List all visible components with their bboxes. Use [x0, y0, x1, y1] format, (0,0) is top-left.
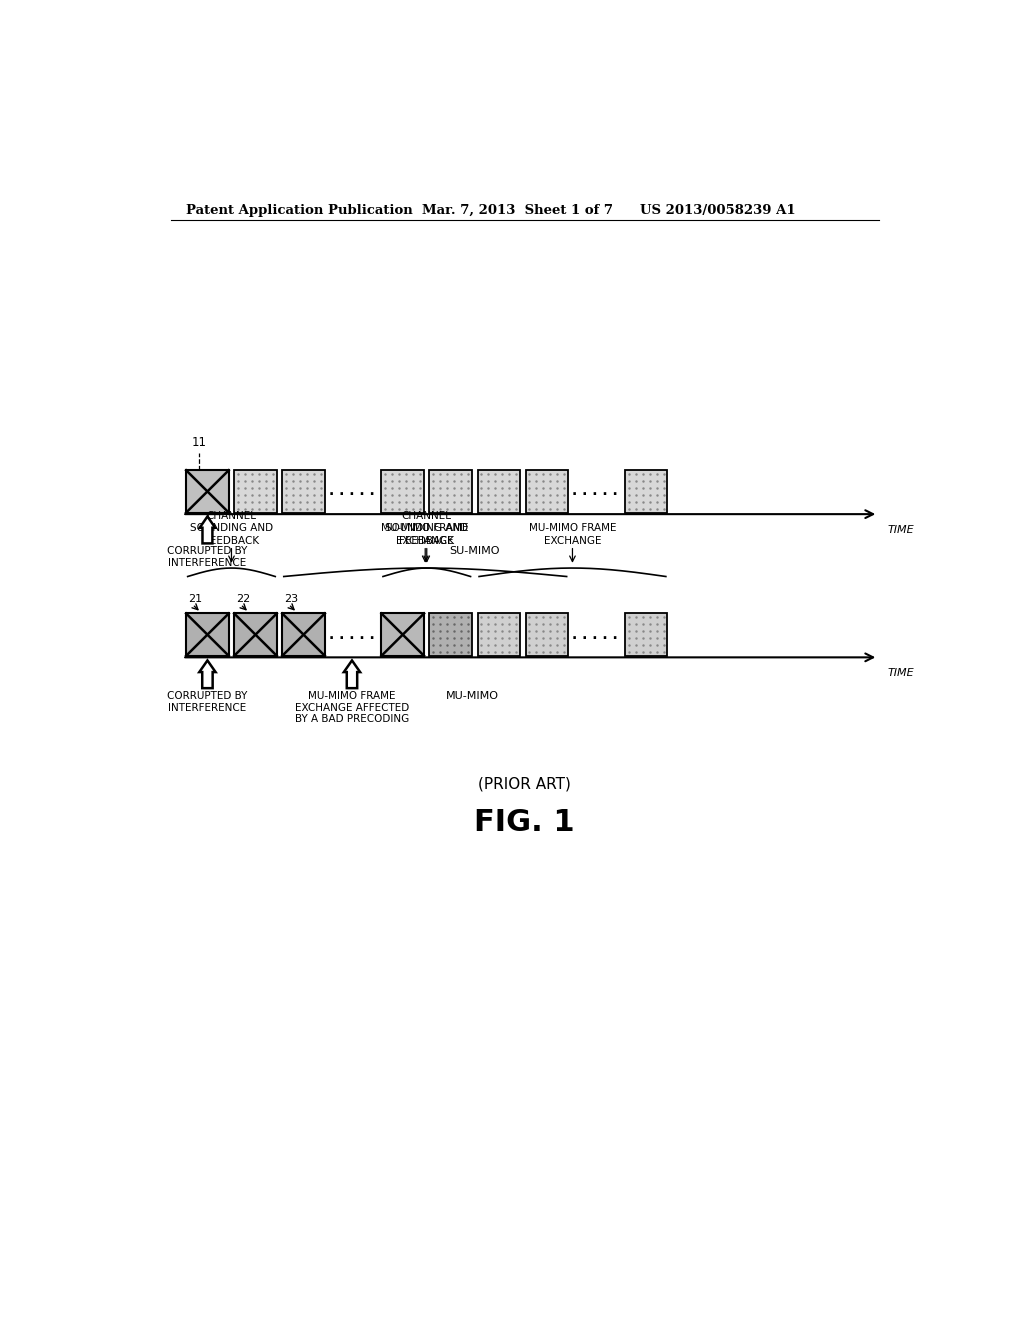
Bar	[525, 614, 568, 656]
Polygon shape	[200, 516, 215, 544]
Bar	[234, 614, 276, 656]
Text: MU-MIMO FRAME
EXCHANGE: MU-MIMO FRAME EXCHANGE	[382, 523, 469, 545]
Bar	[525, 470, 568, 512]
Text: (PRIOR ART): (PRIOR ART)	[478, 776, 571, 791]
Bar	[234, 470, 276, 512]
Bar	[477, 614, 520, 656]
Text: Patent Application Publication: Patent Application Publication	[186, 205, 413, 218]
Text: CHANNEL
SOUNDING AND
FEEDBACK: CHANNEL SOUNDING AND FEEDBACK	[189, 511, 273, 545]
Bar	[283, 470, 325, 512]
Text: 22: 22	[236, 594, 250, 605]
Bar	[381, 614, 424, 656]
Text: CORRUPTED BY
INTERFERENCE: CORRUPTED BY INTERFERENCE	[167, 692, 248, 713]
Text: CHANNEL
SOUNDING AND
FEEDBACK: CHANNEL SOUNDING AND FEEDBACK	[385, 511, 468, 545]
Text: 21: 21	[187, 594, 202, 605]
Bar	[625, 470, 668, 512]
Bar	[429, 470, 472, 512]
Text: MU-MIMO: MU-MIMO	[445, 692, 499, 701]
Polygon shape	[344, 660, 360, 688]
Bar	[381, 470, 424, 512]
Polygon shape	[200, 660, 216, 688]
Bar	[283, 614, 325, 656]
Text: CORRUPTED BY
INTERFERENCE: CORRUPTED BY INTERFERENCE	[167, 546, 248, 568]
Text: MU-MIMO FRAME
EXCHANGE: MU-MIMO FRAME EXCHANGE	[528, 523, 616, 545]
Text: . . . . .: . . . . .	[329, 627, 375, 642]
Text: . . . . .: . . . . .	[572, 627, 618, 642]
Text: 23: 23	[284, 594, 298, 605]
Text: US 2013/0058239 A1: US 2013/0058239 A1	[640, 205, 795, 218]
Bar	[429, 614, 472, 656]
Text: SU-MIMO: SU-MIMO	[450, 546, 500, 557]
Text: TIME: TIME	[888, 525, 914, 535]
Text: TIME: TIME	[888, 668, 914, 678]
Text: Mar. 7, 2013  Sheet 1 of 7: Mar. 7, 2013 Sheet 1 of 7	[423, 205, 613, 218]
Bar	[625, 614, 668, 656]
Bar	[477, 470, 520, 512]
Bar	[186, 614, 228, 656]
Bar	[186, 470, 228, 512]
Text: 11: 11	[191, 436, 207, 449]
Text: MU-MIMO FRAME
EXCHANGE AFFECTED
BY A BAD PRECODING: MU-MIMO FRAME EXCHANGE AFFECTED BY A BAD…	[295, 692, 410, 725]
Text: . . . . .: . . . . .	[329, 484, 375, 499]
Text: . . . . .: . . . . .	[572, 484, 618, 499]
Text: FIG. 1: FIG. 1	[474, 808, 575, 837]
